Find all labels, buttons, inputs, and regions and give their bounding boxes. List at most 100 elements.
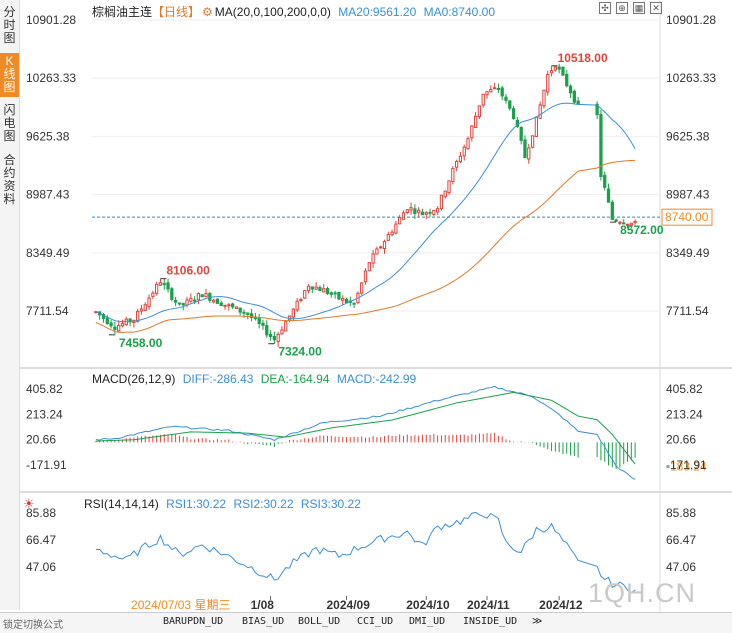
- macd-diff: DIFF:-286.43: [182, 372, 254, 386]
- candle: [629, 222, 633, 226]
- candle: [599, 113, 603, 178]
- candle: [481, 93, 485, 106]
- tab-dmi[interactable]: DMI_UD: [409, 616, 446, 627]
- candle: [291, 308, 295, 318]
- candle: [192, 299, 197, 302]
- period-label[interactable]: 【日线】: [152, 5, 201, 19]
- tab-bias[interactable]: BIAS_UD: [242, 616, 285, 627]
- y-tick-left: 9625.38: [26, 129, 70, 143]
- chart-area[interactable]: 8740.00 10518.00 8106.00 7458.00 7324.00 8572…: [0, 0, 732, 612]
- y-tick-left: 8987.43: [26, 188, 70, 202]
- y-tick-right: 8349.49: [666, 246, 710, 260]
- x-tick-label: 2024/11: [467, 598, 510, 612]
- candle: [105, 317, 109, 325]
- candle: [546, 73, 550, 93]
- candle: [405, 209, 409, 213]
- layout-icon[interactable]: ▦: [633, 2, 645, 14]
- rsi-header: ☀ RSI(14,14,14) RSI1:30.22 RSI2:30.22 RS…: [23, 496, 361, 512]
- annotation-label: 8572.00: [620, 223, 664, 237]
- annotation-label: 7458.00: [119, 336, 163, 350]
- candle: [204, 293, 208, 298]
- candle: [379, 246, 383, 249]
- candle: [500, 87, 504, 97]
- sun-icon[interactable]: ☀: [23, 496, 35, 511]
- candle: [614, 219, 618, 222]
- candle: [443, 190, 447, 198]
- tab-flash[interactable]: 闪电图: [3, 103, 16, 143]
- candle: [276, 333, 280, 342]
- tab-more[interactable]: ≫: [532, 616, 543, 627]
- candle: [151, 292, 155, 297]
- tab-cci[interactable]: CCI_UD: [357, 616, 394, 627]
- candle: [466, 138, 470, 150]
- main-header: 棕榈油主连【日线】 ⚙ MA(20,0,100,200,0,0) MA20:9561…: [92, 3, 495, 20]
- candle: [534, 116, 539, 138]
- candle: [109, 322, 113, 327]
- candle: [363, 270, 368, 283]
- candle: [557, 66, 561, 70]
- rsi-tick-left: 66.47: [26, 533, 56, 547]
- x-tick-label: 2024/10: [406, 598, 450, 612]
- tab-contract-info[interactable]: 合约资料: [3, 153, 16, 206]
- candle: [211, 299, 216, 303]
- candle: [136, 310, 140, 322]
- candle: [272, 335, 277, 341]
- rsi1-value: RSI1:30.22: [166, 497, 227, 511]
- candle: [246, 312, 250, 315]
- ma-params: MA(20,0,100,200,0,0): [214, 5, 331, 19]
- candle: [432, 209, 436, 215]
- formula-switch-label[interactable]: 锁定切换公式: [3, 620, 63, 631]
- candle: [306, 285, 311, 292]
- candle: [622, 222, 626, 225]
- candle: [257, 317, 261, 325]
- x-tick-label: 2024/09: [327, 598, 371, 612]
- candle: [618, 221, 622, 224]
- tab-timeshare[interactable]: 分时图: [3, 5, 16, 45]
- candle: [420, 211, 425, 216]
- candle: [230, 303, 235, 308]
- candle: [295, 300, 299, 311]
- candle: [542, 89, 546, 107]
- candle: [375, 248, 379, 255]
- candle: [303, 290, 307, 299]
- macd-tick-left: 213.24: [26, 407, 63, 421]
- candle: [568, 85, 573, 94]
- settings-gear-icon[interactable]: ⚙: [202, 5, 213, 19]
- candle: [371, 253, 375, 264]
- candle: [492, 87, 497, 90]
- macd-tick-right: 20.66: [666, 433, 696, 447]
- tab-boll[interactable]: BOLL_UD: [298, 616, 341, 627]
- tab-inside[interactable]: INSIDE_UD: [463, 616, 518, 627]
- candle: [496, 87, 501, 90]
- ma20-line: [95, 102, 636, 323]
- candle: [458, 155, 463, 163]
- rsi-line: [95, 511, 636, 594]
- tab-kline[interactable]: K线图: [0, 53, 19, 97]
- candle: [595, 103, 599, 116]
- candle: [177, 302, 182, 305]
- candle: [242, 311, 246, 314]
- candle: [439, 194, 444, 210]
- candle: [200, 294, 204, 298]
- candle: [485, 91, 489, 95]
- tab-barupdn[interactable]: BARUPDN_UD: [163, 616, 224, 627]
- candle: [174, 299, 178, 303]
- candle: [360, 282, 364, 294]
- candle: [610, 201, 614, 220]
- candle: [314, 286, 318, 290]
- candle: [489, 89, 493, 93]
- macd-dea: DEA:-164.94: [260, 372, 330, 386]
- cursor-date-bg: [129, 598, 260, 612]
- candle: [322, 288, 326, 293]
- candle: [565, 73, 569, 87]
- macd-tick-right: 405.82: [666, 382, 703, 396]
- candle: [447, 180, 451, 194]
- candle: [265, 325, 269, 336]
- candle: [170, 288, 174, 300]
- rsi2-value: RSI2:30.22: [233, 497, 294, 511]
- zoom-icon[interactable]: ⊕: [616, 2, 628, 14]
- close-icon[interactable]: ✕: [650, 2, 662, 14]
- candle: [473, 115, 478, 129]
- move-icon[interactable]: ✣: [599, 2, 611, 14]
- rsi-pane: [95, 511, 636, 594]
